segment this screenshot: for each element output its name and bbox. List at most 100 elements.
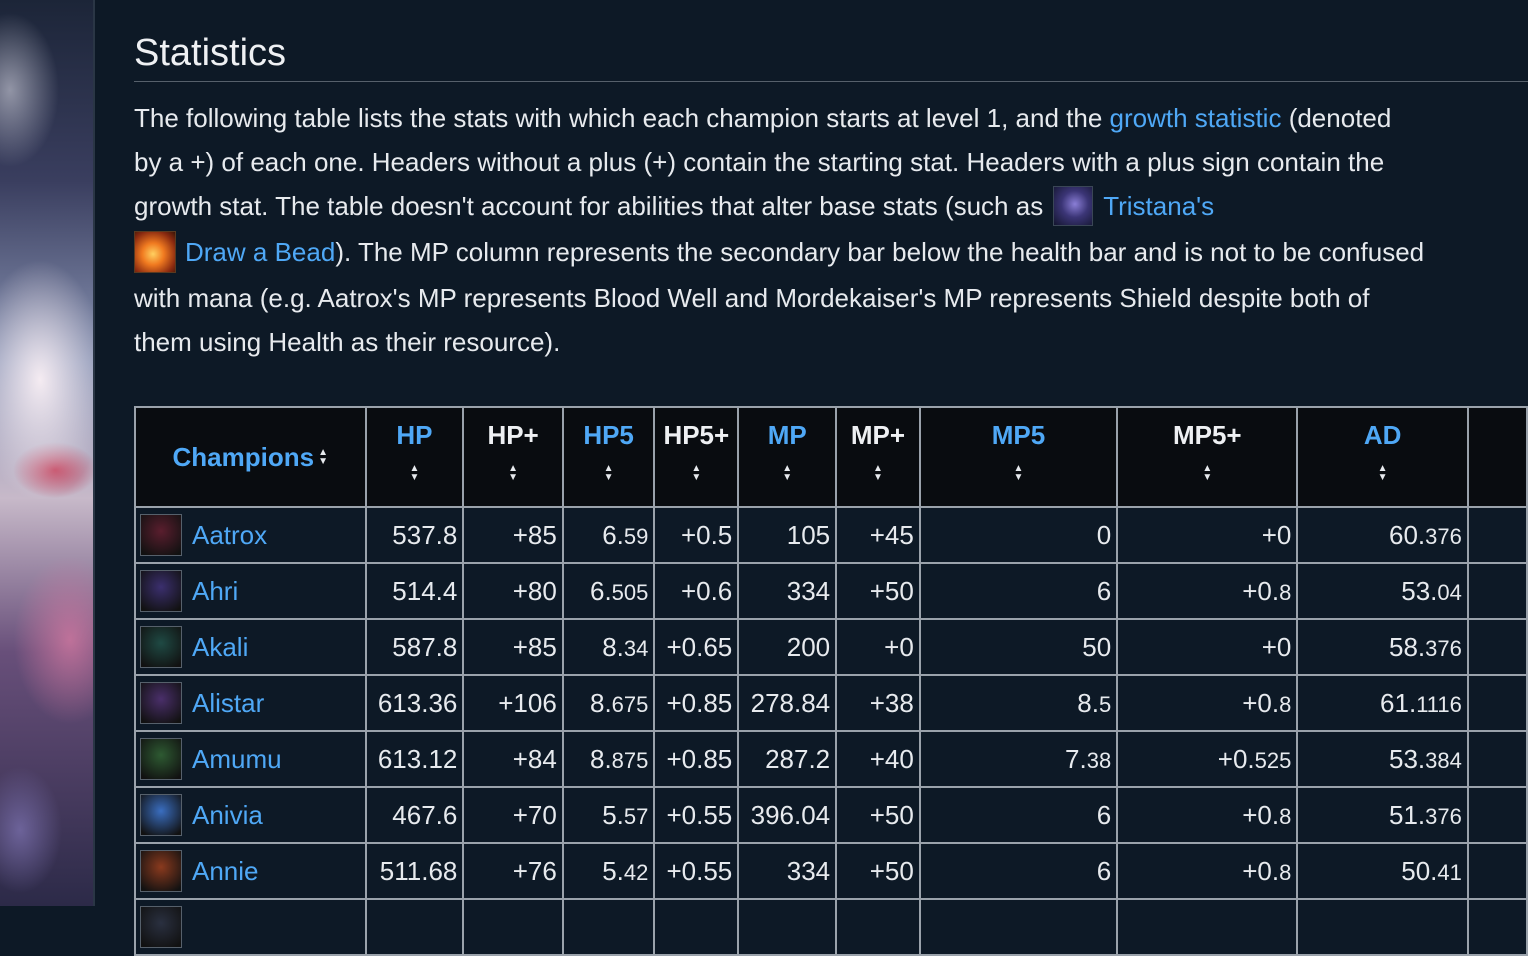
header-label: Champions	[172, 441, 315, 472]
sort-icon[interactable]: ▲ ▼	[873, 463, 883, 483]
intro-text: them using Health as their resource).	[134, 327, 561, 357]
mp-cell: 278.84	[737, 674, 838, 732]
next-column-cell	[1466, 674, 1528, 732]
hp-plus-cell: +84	[462, 730, 564, 788]
tristana-portrait-icon[interactable]	[1053, 186, 1094, 226]
column-header-mp-plus[interactable]: MP+ ▲ ▼	[835, 406, 921, 508]
champion-link[interactable]: Akali	[192, 631, 249, 662]
champion-cell: Annie	[134, 842, 367, 900]
next-column-cell	[1466, 898, 1528, 956]
mp5-cell: 0	[918, 506, 1119, 564]
value-decimal: 04	[1437, 579, 1462, 605]
value-main: +0	[1261, 519, 1292, 550]
table-row: Alistar 613.36 +106 8.675 +0.85 278.84 +38 8.5 +…	[134, 674, 1528, 732]
sort-icon[interactable]: ▲ ▼	[409, 463, 420, 483]
hp5-cell	[561, 898, 656, 956]
champion-link[interactable]: Alistar	[192, 687, 265, 718]
sort-icon[interactable]: ▲ ▼	[1377, 463, 1388, 483]
champion-link[interactable]: Amumu	[192, 743, 282, 774]
column-header-ad[interactable]: AD ▲ ▼	[1296, 406, 1469, 508]
column-header-hp5-plus[interactable]: HP5+ ▲ ▼	[653, 406, 740, 508]
champion-portrait-icon[interactable]	[140, 906, 182, 948]
sort-icon[interactable]: ▲ ▼	[782, 463, 793, 483]
champion-cell: Amumu	[134, 730, 367, 788]
value-decimal: 376	[1425, 635, 1462, 661]
value-main: 8.	[602, 631, 624, 662]
sort-icon[interactable]: ▲ ▼	[603, 463, 614, 483]
champion-portrait-icon[interactable]	[140, 794, 182, 836]
champion-link[interactable]: Anivia	[192, 799, 263, 830]
value-main: 6.	[589, 575, 612, 606]
mp-plus-cell	[835, 898, 921, 956]
champion-portrait-icon[interactable]	[140, 514, 182, 556]
value-main: 6.	[602, 519, 624, 550]
column-header-mp5[interactable]: MP5 ▲ ▼	[918, 406, 1119, 508]
value-decimal: 8	[1279, 859, 1292, 885]
column-header-hp-plus[interactable]: HP+ ▲ ▼	[462, 406, 564, 508]
value-main: 58.	[1389, 631, 1426, 662]
hp5-plus-cell: +0.5	[653, 506, 740, 564]
hp5-cell: 6.59	[561, 506, 656, 564]
column-header-next[interactable]	[1466, 406, 1528, 508]
column-header-champions[interactable]: Champions ▲ ▼	[134, 406, 367, 508]
column-header-mp5-plus[interactable]: MP5+ ▲ ▼	[1116, 406, 1299, 508]
mp5-cell: 50	[918, 618, 1119, 676]
header-label: HP5	[583, 420, 634, 450]
column-header-hp5[interactable]: HP5 ▲ ▼	[561, 406, 656, 508]
value-main: +0.	[1242, 687, 1280, 718]
champion-portrait-icon[interactable]	[140, 626, 182, 668]
value-decimal: 1116	[1416, 691, 1462, 717]
value-decimal: 376	[1425, 803, 1462, 829]
champion-portrait-icon[interactable]	[140, 682, 182, 724]
hp-cell: 587.8	[364, 618, 465, 676]
draw-a-bead-link[interactable]: Draw a Bead	[185, 237, 336, 267]
value-decimal: 41	[1437, 859, 1462, 885]
value-main: 6	[1096, 855, 1112, 886]
mp-plus-cell: +50	[835, 562, 921, 620]
value-decimal: 42	[623, 859, 649, 885]
hp5-cell: 8.675	[561, 674, 656, 732]
sort-icon[interactable]: ▲ ▼	[1013, 463, 1024, 483]
header-label: HP5+	[663, 420, 730, 450]
column-header-mp[interactable]: MP ▲ ▼	[737, 406, 838, 508]
sort-icon[interactable]: ▲ ▼	[691, 463, 702, 483]
hp-cell: 511.68	[364, 842, 465, 900]
hp-plus-cell: +85	[462, 618, 564, 676]
ad-cell: 51.376	[1296, 786, 1469, 844]
sort-icon[interactable]: ▲ ▼	[508, 463, 519, 483]
column-header-hp[interactable]: HP ▲ ▼	[364, 406, 465, 508]
champion-cell: Ahri	[134, 562, 367, 620]
value-decimal: 8	[1279, 579, 1292, 605]
mp-plus-cell: +40	[835, 730, 921, 788]
value-decimal: 384	[1425, 747, 1462, 773]
hp-cell: 613.12	[364, 730, 465, 788]
champion-portrait-icon[interactable]	[140, 850, 182, 892]
ad-cell: 58.376	[1296, 618, 1469, 676]
growth-statistic-link[interactable]: growth statistic	[1109, 103, 1282, 133]
mp-cell: 334	[737, 562, 838, 620]
tristana-link[interactable]: Tristana's	[1103, 191, 1215, 221]
hp5-plus-cell: +0.85	[653, 674, 740, 732]
champion-link[interactable]: Ahri	[192, 575, 239, 606]
next-column-cell	[1466, 786, 1528, 844]
champion-link[interactable]: Aatrox	[192, 519, 268, 550]
sort-icon[interactable]: ▲ ▼	[1202, 463, 1213, 483]
mp5-plus-cell: +0.8	[1116, 786, 1299, 844]
main-content: Statistics The following table lists the…	[134, 0, 1528, 956]
champion-portrait-icon[interactable]	[140, 570, 182, 612]
champion-link[interactable]: Annie	[192, 855, 259, 886]
champion-cell: Alistar	[134, 674, 367, 732]
value-main: 6	[1096, 575, 1112, 606]
champion-portrait-icon[interactable]	[140, 738, 182, 780]
value-main: 53.	[1389, 743, 1426, 774]
champion-cell: Aatrox	[134, 506, 367, 564]
value-main: 8.	[589, 687, 612, 718]
sort-icon[interactable]: ▲ ▼	[318, 446, 328, 467]
value-main: 53.	[1401, 575, 1438, 606]
champion-cell	[134, 898, 367, 956]
hp5-cell: 8.34	[561, 618, 656, 676]
hp5-plus-cell: +0.6	[653, 562, 740, 620]
champion-cell: Akali	[134, 618, 367, 676]
draw-a-bead-ability-icon[interactable]	[134, 231, 176, 273]
value-main: 60.	[1389, 519, 1426, 550]
